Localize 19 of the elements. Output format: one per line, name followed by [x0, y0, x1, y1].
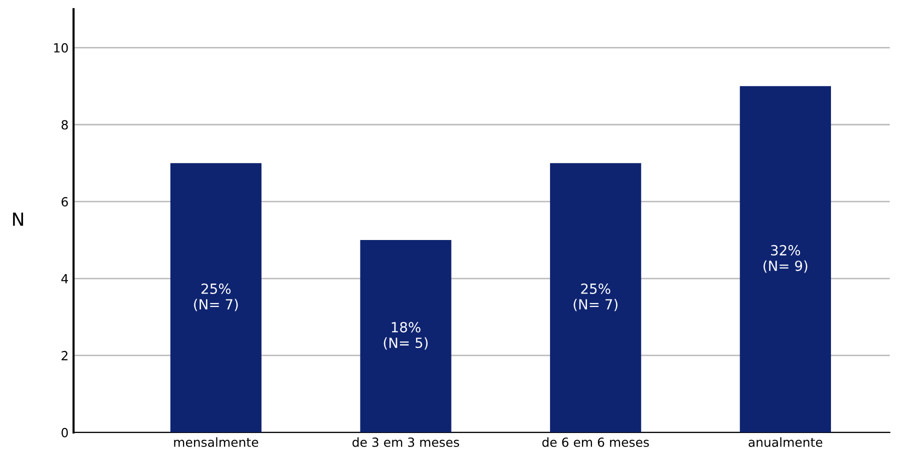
data-label: 32% (N= 9): [764, 245, 808, 273]
x-tick-label: de 6 em 6 meses: [542, 437, 649, 447]
y-tick-label: 10: [54, 43, 68, 53]
y-tick-label: 2: [62, 350, 68, 360]
y-tick-label: 6: [62, 197, 68, 206]
bar: [360, 240, 452, 432]
bar: [740, 86, 831, 432]
data-label: 25% (N= 7): [194, 283, 238, 312]
y-tick-label: 8: [62, 120, 68, 130]
bar: [550, 163, 642, 432]
y-tick-label: 4: [61, 274, 68, 284]
y-tick-label: 0: [62, 428, 68, 438]
x-tick-label: anualmente: [748, 437, 822, 447]
y-axis-title: N: [13, 212, 24, 226]
bar: [170, 163, 262, 432]
data-label: 18% (N= 5): [384, 322, 428, 350]
data-label: 25% (N= 7): [574, 283, 618, 312]
x-tick-label: de 3 em 3 meses: [352, 437, 460, 447]
x-tick-label: mensalmente: [174, 437, 258, 447]
